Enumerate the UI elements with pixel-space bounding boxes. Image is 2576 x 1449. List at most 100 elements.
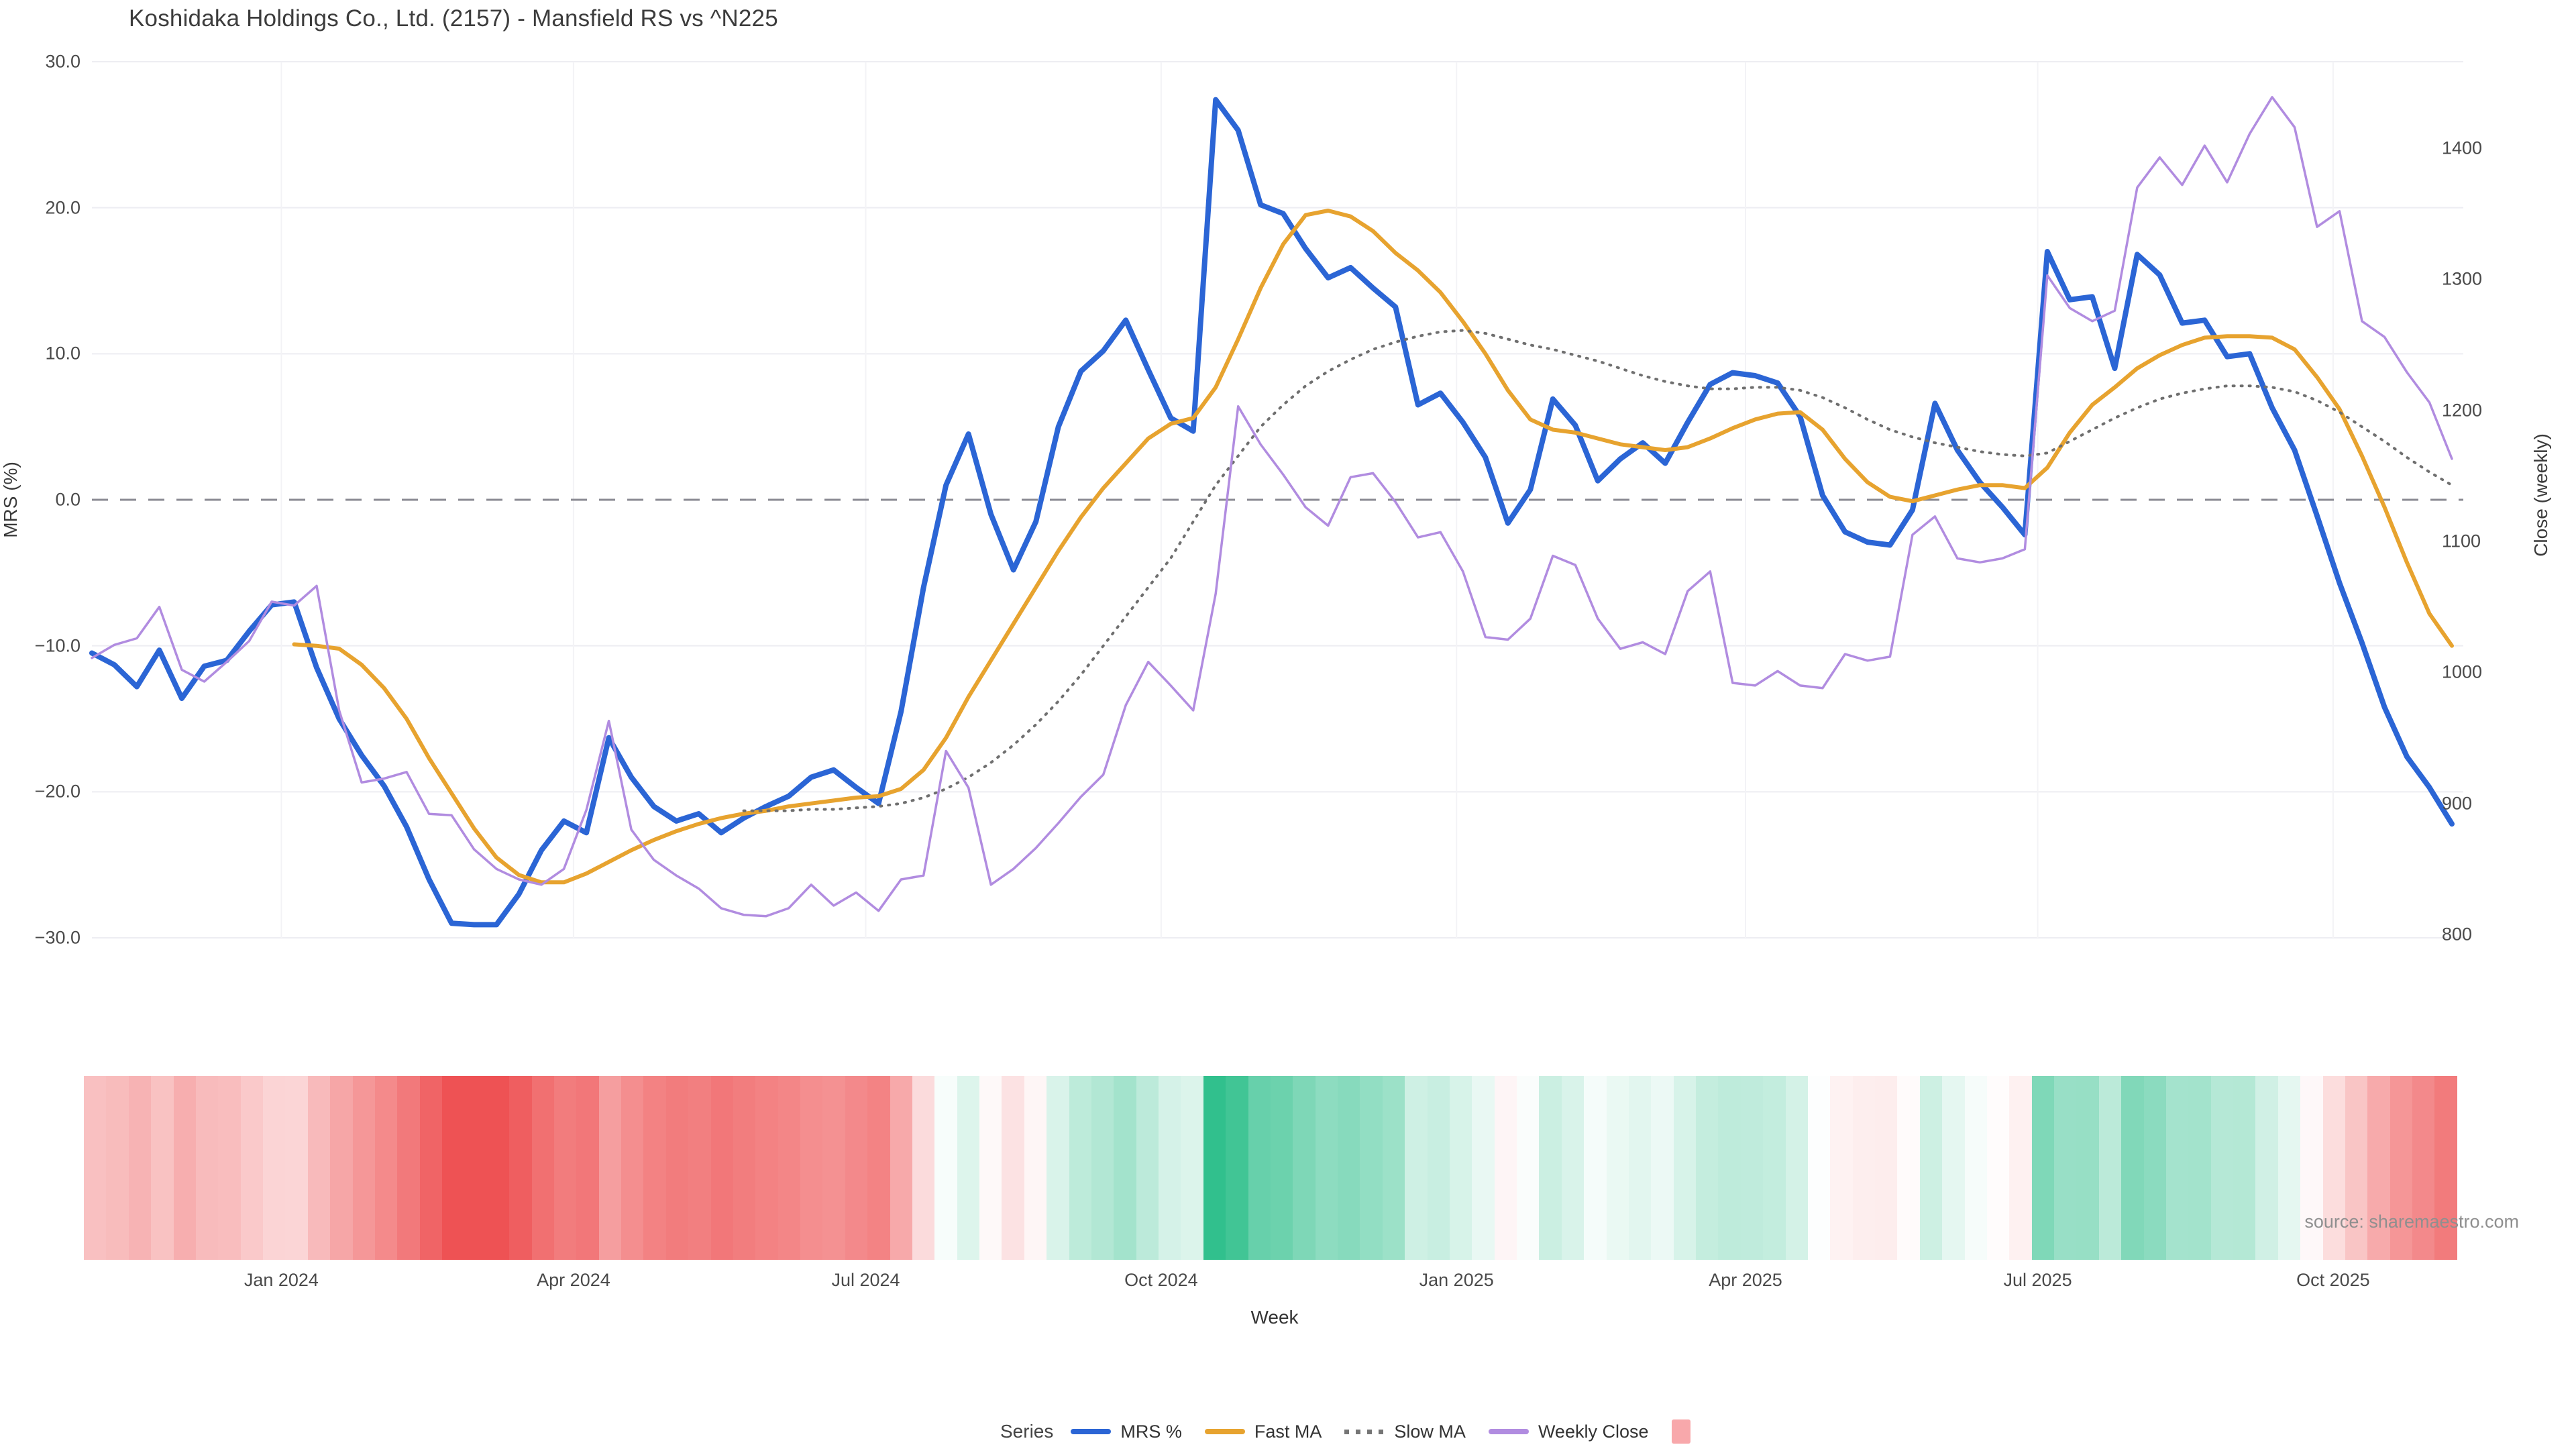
heatmap-band — [1002, 1076, 1024, 1260]
heatmap-band — [397, 1076, 420, 1260]
left-tick-label: −10.0 — [34, 635, 80, 656]
legend-item-heatmap[interactable] — [1671, 1419, 1690, 1444]
right-tick-label: 800 — [2442, 924, 2473, 945]
chart-title: Koshidaka Holdings Co., Ltd. (2157) - Ma… — [129, 5, 778, 32]
heatmap-band — [1024, 1076, 1047, 1260]
heatmap-band — [710, 1076, 733, 1260]
series-line-weekly-close — [91, 96, 2453, 918]
heatmap-band — [777, 1076, 800, 1260]
left-tick-label: 10.0 — [45, 343, 80, 364]
heatmap-band — [1986, 1076, 2010, 1260]
heatmap-band — [486, 1076, 510, 1260]
right-tick-label: 1200 — [2442, 400, 2483, 421]
heatmap-band — [1606, 1076, 1629, 1260]
heatmap-band — [1696, 1076, 1719, 1260]
heatmap-band — [419, 1076, 442, 1260]
left-tick-label: 20.0 — [45, 197, 80, 218]
x-tick-label: Jul 2024 — [831, 1270, 900, 1290]
heatmap-band — [1091, 1076, 1114, 1260]
heatmap-band — [1964, 1076, 1987, 1260]
heatmap-band — [1942, 1076, 1965, 1260]
heatmap-band — [1561, 1076, 1585, 1260]
heatmap-band — [128, 1076, 152, 1260]
heatmap-band — [2300, 1076, 2323, 1260]
heatmap-band — [1628, 1076, 1652, 1260]
heatmap-band — [2143, 1076, 2166, 1260]
heatmap-band — [1584, 1076, 1607, 1260]
heatmap-band — [1785, 1076, 1808, 1260]
heatmap-band — [374, 1076, 398, 1260]
heatmap-band — [957, 1076, 979, 1260]
heatmap-band — [1248, 1076, 1271, 1260]
x-tick-label: Oct 2024 — [1124, 1270, 1198, 1290]
legend-item-mrs-[interactable]: MRS % — [1071, 1421, 1182, 1442]
heatmap-band — [1897, 1076, 1920, 1260]
legend-item-label: Weekly Close — [1538, 1421, 1649, 1442]
heatmap-band — [1673, 1076, 1696, 1260]
heatmap-band — [2390, 1076, 2412, 1260]
heatmap-band — [1159, 1076, 1181, 1260]
left-tick-label: −20.0 — [34, 781, 80, 802]
right-tick-label: 1300 — [2442, 268, 2483, 289]
legend-item-label: MRS % — [1120, 1421, 1182, 1442]
heatmap-band — [151, 1076, 174, 1260]
heatmap-band — [106, 1076, 129, 1260]
heatmap-band — [755, 1076, 778, 1260]
heatmap-band — [1114, 1076, 1136, 1260]
heatmap-band — [307, 1076, 331, 1260]
heatmap-band — [1293, 1076, 1316, 1260]
heatmap-band — [2210, 1076, 2233, 1260]
left-tick-label: 0.0 — [55, 489, 80, 510]
heatmap-band — [1517, 1076, 1540, 1260]
heatmap-band — [553, 1076, 577, 1260]
series-line-fast-ma — [292, 209, 2454, 885]
x-tick-label: Oct 2025 — [2296, 1270, 2370, 1290]
right-tick-label: 1400 — [2442, 138, 2483, 158]
heatmap-band — [822, 1076, 845, 1260]
heatmap-band — [1270, 1076, 1293, 1260]
heatmap-band — [464, 1076, 487, 1260]
heatmap-band — [2412, 1076, 2435, 1260]
heatmap-band — [2054, 1076, 2077, 1260]
heatmap-band — [1136, 1076, 1159, 1260]
heatmap-strip — [84, 1076, 2457, 1260]
heatmap-band — [1830, 1076, 1853, 1260]
heatmap-band — [2255, 1076, 2278, 1260]
heatmap-band — [2345, 1076, 2368, 1260]
heatmap-band — [1449, 1076, 1472, 1260]
legend-item-slow-ma[interactable]: Slow MA — [1344, 1421, 1466, 1442]
heatmap-band — [1539, 1076, 1562, 1260]
line-swatch-icon — [1204, 1429, 1245, 1434]
source-note: source: sharemaestro.com — [2304, 1212, 2519, 1232]
heatmap-band — [218, 1076, 241, 1260]
heatmap-band — [598, 1076, 621, 1260]
series-line-mrs- — [89, 97, 2455, 928]
x-tick-label: Apr 2024 — [537, 1270, 610, 1290]
heatmap-band — [1919, 1076, 1943, 1260]
heatmap-band — [800, 1076, 823, 1260]
heatmap-band — [2322, 1076, 2345, 1260]
heatmap-band — [330, 1076, 353, 1260]
heatmap-band — [867, 1076, 890, 1260]
heatmap-band — [1181, 1076, 1203, 1260]
series-line-slow-ma — [742, 329, 2453, 812]
heatmap-band — [845, 1076, 868, 1260]
heatmap-band — [1427, 1076, 1450, 1260]
heatmap-band — [2009, 1076, 2032, 1260]
heatmap-band — [1203, 1076, 1226, 1260]
heatmap-band — [665, 1076, 689, 1260]
heatmap-band — [1069, 1076, 1091, 1260]
right-tick-label: 1100 — [2442, 531, 2481, 551]
x-tick-label: Apr 2025 — [1709, 1270, 1782, 1290]
heatmap-band — [2367, 1076, 2390, 1260]
legend-item-fast-ma[interactable]: Fast MA — [1204, 1421, 1322, 1442]
heatmap-band — [890, 1076, 912, 1260]
heatmap-band — [688, 1076, 711, 1260]
heatmap-band — [173, 1076, 196, 1260]
heatmap-band — [1651, 1076, 1674, 1260]
heatmap-band — [531, 1076, 554, 1260]
legend-item-weekly-close[interactable]: Weekly Close — [1488, 1421, 1649, 1442]
heatmap-band — [2434, 1076, 2457, 1260]
